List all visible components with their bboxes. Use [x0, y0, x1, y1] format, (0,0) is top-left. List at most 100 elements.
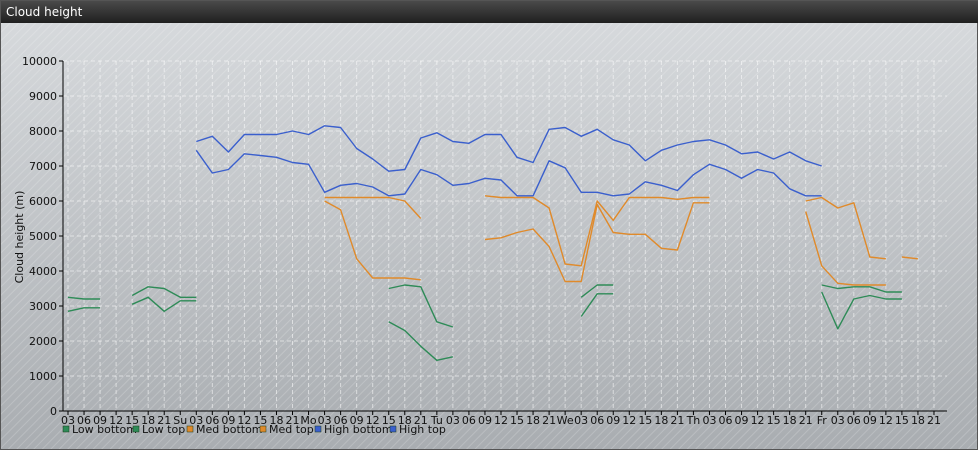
series-line-segment [805, 196, 886, 260]
series-lines [67, 125, 918, 361]
legend-label: Low bottom [72, 423, 137, 436]
grid-lines [63, 60, 947, 412]
series-med-top [324, 195, 886, 267]
x-tick-label: 12 [494, 414, 508, 427]
series-line-segment [484, 195, 710, 267]
legend-swatch [62, 425, 70, 433]
series-line-segment [805, 211, 886, 286]
legend-label: Med bottom [196, 423, 263, 436]
x-tick-label: 21 [414, 414, 428, 427]
x-tick-label: 12 [879, 414, 893, 427]
x-tick-label: 09 [221, 414, 235, 427]
y-tick-label: 7000 [29, 160, 57, 173]
series-med-bottom [324, 200, 918, 286]
x-tick-label: 03 [189, 414, 203, 427]
x-tick-label: 18 [141, 414, 155, 427]
x-tick-label: 15 [510, 414, 524, 427]
x-axis: 03 06 09 12 15 18 21 Su 03 06 09 12 15 18 21 Mo 03 06 09 12… [61, 410, 947, 427]
x-tick-label: 09 [606, 414, 620, 427]
series-high-bottom [195, 149, 822, 197]
series-line-segment [821, 291, 902, 330]
x-tick-label: 21 [286, 414, 300, 427]
x-tick-label: 21 [542, 414, 556, 427]
y-tick-label: 9000 [29, 90, 57, 103]
y-axis-label: Cloud height (m) [13, 191, 26, 284]
x-tick-label: 21 [670, 414, 684, 427]
x-tick-label: 03 [831, 414, 845, 427]
x-tick-label: 06 [77, 414, 91, 427]
x-tick-label: Th [686, 414, 701, 427]
x-tick-label: 06 [719, 414, 733, 427]
x-tick-label: 03 [574, 414, 588, 427]
legend-label: High top [399, 423, 446, 436]
series-line-segment [131, 296, 197, 312]
series-line-segment [67, 296, 101, 300]
series-line-segment [580, 293, 614, 317]
x-tick-label: 09 [478, 414, 492, 427]
legend-swatch [314, 425, 322, 433]
y-tick-label: 8000 [29, 125, 57, 138]
x-tick-label: 15 [253, 414, 267, 427]
x-tick-label: 03 [702, 414, 716, 427]
x-tick-label: Mo [300, 414, 316, 427]
y-tick-label: 3000 [29, 300, 57, 313]
x-tick-label: 18 [269, 414, 283, 427]
x-tick-label: 15 [638, 414, 652, 427]
x-tick-label: 18 [911, 414, 925, 427]
x-tick-label: 18 [654, 414, 668, 427]
series-line-segment [196, 125, 822, 172]
x-tick-label: 15 [895, 414, 909, 427]
series-low-top [67, 284, 902, 328]
x-tick-label: Su [173, 414, 187, 427]
series-line-segment [388, 321, 454, 361]
legend-swatch [259, 425, 267, 433]
x-tick-label: 06 [205, 414, 219, 427]
x-tick-label: 03 [61, 414, 75, 427]
x-tick-label: 09 [735, 414, 749, 427]
y-tick-label: 2000 [29, 335, 57, 348]
x-tick-label: 15 [382, 414, 396, 427]
x-tick-label: 18 [783, 414, 797, 427]
x-tick-label: 15 [767, 414, 781, 427]
x-tick-label: 03 [446, 414, 460, 427]
legend: Low bottom Low top Med bottom Med top High b… [62, 423, 446, 436]
series-line-segment [195, 149, 822, 197]
x-tick-label: 21 [799, 414, 813, 427]
x-tick-label: 15 [125, 414, 139, 427]
y-tick-label: 4000 [29, 265, 57, 278]
x-tick-label: 12 [237, 414, 251, 427]
legend-label: High bottom [324, 423, 393, 436]
y-tick-label: 1000 [29, 370, 57, 383]
cloud-height-chart: 0 1000 2000 3000 4000 5000 6000 7000 8000 9000 100… [1, 23, 977, 449]
series-line-segment [580, 284, 614, 298]
x-tick-label: 06 [590, 414, 604, 427]
x-tick-label: 12 [622, 414, 636, 427]
series-high-top [196, 125, 822, 172]
x-tick-label: 18 [398, 414, 412, 427]
series-line-segment [67, 307, 101, 312]
x-tick-label: 18 [526, 414, 540, 427]
y-axis: 0 1000 2000 3000 4000 5000 6000 7000 8000 9000 100… [22, 55, 64, 418]
legend-label: Low top [142, 423, 185, 436]
series-line-segment [131, 286, 197, 298]
x-tick-label: 12 [109, 414, 123, 427]
y-tick-label: 5000 [29, 230, 57, 243]
window-title: Cloud height [1, 1, 978, 23]
y-tick-label: 10000 [22, 55, 57, 68]
legend-label: Med top [269, 423, 314, 436]
x-tick-label: We [557, 414, 574, 427]
x-tick-label: 09 [350, 414, 364, 427]
x-tick-label: 06 [847, 414, 861, 427]
series-line-segment [324, 196, 422, 219]
x-tick-label: 06 [334, 414, 348, 427]
series-line-segment [484, 202, 710, 283]
y-tick-label: 6000 [29, 195, 57, 208]
x-tick-label: 06 [462, 414, 476, 427]
x-tick-label: 09 [863, 414, 877, 427]
series-low-bottom [67, 291, 902, 361]
x-tick-label: 12 [366, 414, 380, 427]
legend-swatch [186, 425, 194, 433]
x-tick-label: 21 [927, 414, 941, 427]
legend-swatch [132, 425, 140, 433]
x-tick-label: Tu [430, 414, 443, 427]
